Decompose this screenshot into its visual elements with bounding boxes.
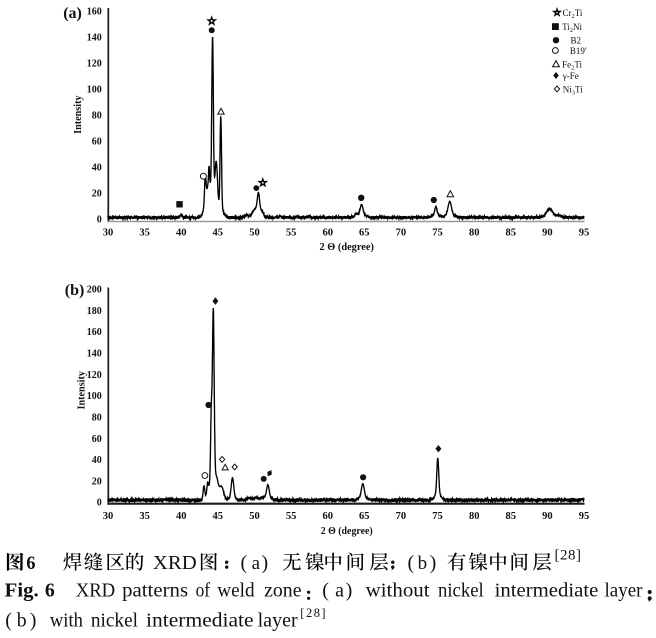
svg-text:45: 45 — [213, 511, 224, 522]
svg-text:XRD: XRD — [153, 552, 197, 574]
svg-text:Ti2Ni: Ti2Ni — [562, 22, 582, 34]
svg-text:(: ( — [322, 579, 329, 601]
svg-text:6: 6 — [45, 579, 55, 601]
svg-text:(b): (b) — [65, 282, 85, 299]
svg-text:(a): (a) — [63, 5, 82, 22]
svg-text:nickel: nickel — [438, 579, 484, 601]
svg-text:without: without — [366, 579, 431, 601]
svg-text:140: 140 — [87, 349, 102, 360]
svg-text:40: 40 — [176, 511, 187, 522]
svg-text:70: 70 — [396, 227, 407, 238]
svg-text:40: 40 — [92, 455, 102, 466]
svg-text:20: 20 — [92, 476, 102, 487]
svg-text:85: 85 — [506, 511, 517, 522]
svg-text:60: 60 — [322, 511, 333, 522]
svg-text:55: 55 — [286, 227, 297, 238]
svg-text:65: 65 — [359, 227, 370, 238]
svg-text:80: 80 — [92, 111, 102, 122]
svg-text:(: ( — [5, 610, 12, 632]
svg-text:60: 60 — [322, 227, 333, 238]
svg-text:2 Θ (degree): 2 Θ (degree) — [319, 241, 374, 253]
svg-text:b: b — [17, 610, 27, 632]
svg-text:40: 40 — [176, 227, 187, 238]
svg-text:with: with — [50, 610, 83, 632]
svg-text:intermediate: intermediate — [146, 610, 254, 632]
svg-text:): ) — [30, 610, 37, 632]
svg-text:140: 140 — [87, 33, 102, 44]
svg-text:80: 80 — [469, 511, 480, 522]
svg-text:): ) — [430, 552, 437, 574]
svg-text:B19′: B19′ — [570, 46, 587, 56]
svg-text:layer: layer — [258, 610, 299, 632]
svg-text:95: 95 — [579, 511, 590, 522]
svg-text:[28]: [28] — [300, 606, 325, 620]
svg-text:layer: layer — [605, 579, 643, 601]
svg-text:95: 95 — [579, 227, 590, 238]
svg-text:50: 50 — [249, 227, 260, 238]
svg-text:a: a — [252, 553, 261, 574]
svg-text:55: 55 — [286, 511, 297, 522]
svg-text:patterns: patterns — [122, 579, 188, 601]
svg-text:35: 35 — [139, 227, 150, 238]
svg-text:80: 80 — [92, 413, 102, 424]
svg-text:weld: weld — [217, 579, 254, 601]
svg-text:120: 120 — [87, 59, 102, 70]
svg-text:0: 0 — [97, 215, 102, 226]
svg-text:nickel: nickel — [91, 610, 139, 632]
svg-text:80: 80 — [469, 227, 480, 238]
svg-text:160: 160 — [87, 327, 102, 338]
svg-text:6: 6 — [26, 554, 35, 574]
svg-text:zone: zone — [264, 579, 302, 601]
svg-text:85: 85 — [506, 227, 517, 238]
svg-text:70: 70 — [396, 511, 407, 522]
svg-text:40: 40 — [92, 163, 102, 174]
svg-text:): ) — [346, 579, 353, 601]
svg-text:30: 30 — [103, 511, 114, 522]
svg-text:Fe2Ti: Fe2Ti — [562, 59, 582, 71]
svg-text:b: b — [418, 553, 428, 574]
svg-text:Ni3Ti: Ni3Ti — [563, 84, 583, 96]
svg-text:75: 75 — [432, 227, 443, 238]
svg-text:30: 30 — [103, 227, 114, 238]
svg-text:90: 90 — [542, 227, 553, 238]
svg-text:75: 75 — [432, 511, 443, 522]
svg-text:45: 45 — [213, 227, 224, 238]
svg-text:Intensity: Intensity — [73, 95, 84, 134]
svg-text:100: 100 — [87, 391, 102, 402]
svg-text:[28]: [28] — [555, 547, 582, 563]
svg-text:intermediate: intermediate — [495, 579, 599, 601]
svg-text:B2: B2 — [571, 35, 582, 45]
svg-text:0: 0 — [97, 498, 102, 509]
svg-text:180: 180 — [87, 306, 102, 317]
svg-text:50: 50 — [249, 511, 260, 522]
svg-text:a: a — [335, 579, 344, 601]
svg-text:200: 200 — [87, 285, 102, 296]
svg-text:100: 100 — [87, 85, 102, 96]
svg-text:35: 35 — [139, 511, 150, 522]
svg-text:(: ( — [241, 552, 248, 574]
svg-text:20: 20 — [92, 189, 102, 200]
svg-text:160: 160 — [87, 7, 102, 18]
svg-text:(: ( — [408, 552, 415, 574]
svg-text:): ) — [262, 552, 269, 574]
svg-text:120: 120 — [87, 370, 102, 381]
svg-text:of: of — [196, 579, 211, 601]
svg-text:60: 60 — [92, 137, 102, 148]
svg-text:XRD: XRD — [76, 579, 116, 601]
svg-text:2 Θ (degree): 2 Θ (degree) — [321, 525, 373, 537]
svg-text:Cr2Ti: Cr2Ti — [563, 8, 583, 20]
svg-text:Intensity: Intensity — [77, 371, 88, 410]
svg-text:60: 60 — [92, 434, 102, 445]
svg-text:γ-Fe: γ-Fe — [562, 71, 579, 81]
svg-text:65: 65 — [359, 511, 370, 522]
svg-text:90: 90 — [542, 511, 553, 522]
svg-text:Fig.: Fig. — [5, 579, 39, 601]
